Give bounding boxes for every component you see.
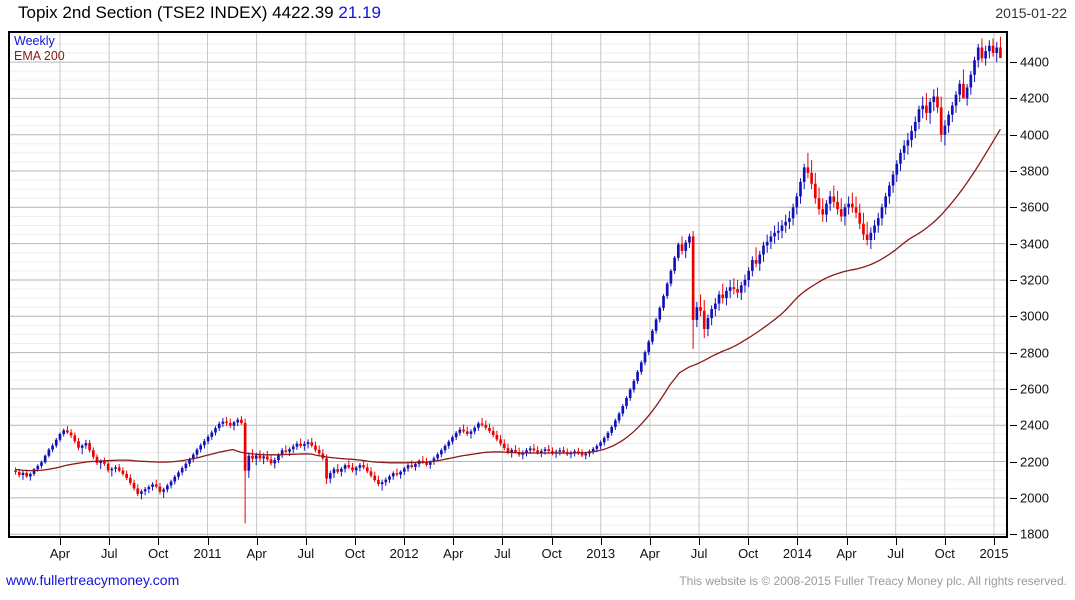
y-axis-tick	[1010, 171, 1017, 172]
x-axis-tick	[699, 538, 701, 545]
y-axis-tick	[1010, 461, 1017, 463]
x-axis-tick	[748, 538, 750, 545]
x-axis-label: 2014	[782, 546, 812, 561]
x-axis: Apr Jul Oct 2011 Apr Jul Oct 2012 Apr Jul Oct 2013 A…	[8, 538, 1010, 564]
y-axis-tick	[1010, 497, 1017, 499]
chart-header: Topix 2nd Section (TSE2 INDEX) 4422.39 2…	[0, 0, 1075, 30]
x-axis-label: Apr	[639, 546, 661, 561]
x-axis-label: 2015	[979, 546, 1009, 561]
x-axis-tick	[846, 538, 848, 545]
x-axis-label: Oct	[738, 546, 759, 561]
x-axis-label: Apr	[246, 546, 267, 561]
y-axis-label: 3800	[1020, 163, 1049, 179]
y-axis-tick	[1010, 280, 1017, 281]
x-axis-label: Jul	[100, 546, 118, 561]
chart-plot-area[interactable]: Weekly EMA 200	[8, 31, 1008, 538]
x-axis-tick	[256, 538, 258, 545]
y-axis-label: 2600	[1020, 381, 1049, 397]
y-axis-label: 3600	[1020, 199, 1049, 215]
y-axis-label: 3200	[1020, 272, 1049, 288]
instrument-title: Topix 2nd Section (TSE2 INDEX) 4422.39	[18, 3, 334, 22]
x-axis-tick	[944, 538, 946, 545]
y-axis-label: 3000	[1020, 308, 1049, 324]
y-axis-tick	[1010, 62, 1017, 64]
x-axis-tick	[551, 538, 553, 545]
x-axis-label: Apr	[49, 546, 71, 561]
x-axis-tick	[207, 538, 209, 545]
y-axis-label: 2000	[1020, 490, 1049, 506]
y-axis-label: 4200	[1020, 90, 1049, 106]
price-change: 21.19	[338, 3, 381, 22]
y-axis-label: 2400	[1020, 417, 1049, 433]
chart-date: 2015-01-22	[995, 5, 1067, 21]
x-axis-tick	[305, 538, 307, 545]
x-axis-tick	[994, 538, 995, 545]
y-axis-label: 2200	[1020, 454, 1049, 469]
y-axis-tick	[1010, 98, 1017, 100]
x-axis-label: Jul	[887, 546, 904, 561]
y-axis-label: 4400	[1020, 54, 1049, 70]
x-axis-tick	[404, 538, 406, 545]
y-axis-label: 4000	[1020, 127, 1049, 143]
x-axis-label: Oct	[148, 546, 169, 561]
y-axis-tick	[1010, 134, 1017, 136]
chart-gridlines	[10, 33, 1006, 536]
x-axis-label: 2012	[389, 546, 419, 561]
page-title: Topix 2nd Section (TSE2 INDEX) 4422.39 2…	[18, 3, 381, 23]
y-axis-label: 2800	[1020, 345, 1049, 361]
x-axis-label: Jul	[494, 546, 511, 561]
x-axis-tick	[60, 538, 61, 545]
chart-data-layer	[14, 36, 1002, 524]
y-axis-tick	[1010, 243, 1017, 245]
site-url[interactable]: www.fullertreacymoney.com	[6, 572, 180, 588]
x-axis-label: Jul	[297, 546, 315, 561]
y-axis-label: 3400	[1020, 236, 1049, 252]
x-axis-tick	[354, 538, 356, 545]
x-axis-label: Jul	[690, 546, 708, 561]
x-axis-label: Apr	[443, 546, 464, 561]
x-axis-label: 2011	[193, 546, 222, 561]
x-axis-label: 2013	[586, 546, 616, 561]
x-axis-tick	[797, 538, 799, 545]
x-axis-tick	[895, 538, 897, 545]
copyright-notice: This website is © 2008-2015 Fuller Treac…	[679, 574, 1067, 588]
x-axis-tick	[502, 538, 504, 545]
x-axis-tick	[649, 538, 651, 545]
y-axis-tick	[1010, 352, 1017, 354]
y-axis-label: 1800	[1020, 526, 1049, 542]
y-axis-tick	[1010, 534, 1017, 536]
x-axis-tick	[453, 538, 455, 545]
y-axis: 1800 2000 2200 2400 2600 2800 3000 3200 3400 3600…	[1010, 31, 1072, 542]
y-axis-tick	[1010, 425, 1017, 427]
y-axis-tick	[1010, 316, 1017, 318]
x-axis-label: Oct	[541, 546, 562, 561]
y-axis-tick	[1010, 388, 1017, 390]
x-axis-label: Apr	[836, 546, 857, 561]
x-axis-label: Oct	[344, 546, 366, 561]
x-axis-tick	[158, 538, 160, 545]
x-axis-tick	[600, 538, 602, 545]
x-axis-label: Oct	[934, 546, 955, 561]
x-axis-tick	[109, 538, 111, 545]
chart-footer: www.fullertreacymoney.com This website i…	[0, 572, 1075, 596]
y-axis-tick	[1010, 207, 1017, 209]
